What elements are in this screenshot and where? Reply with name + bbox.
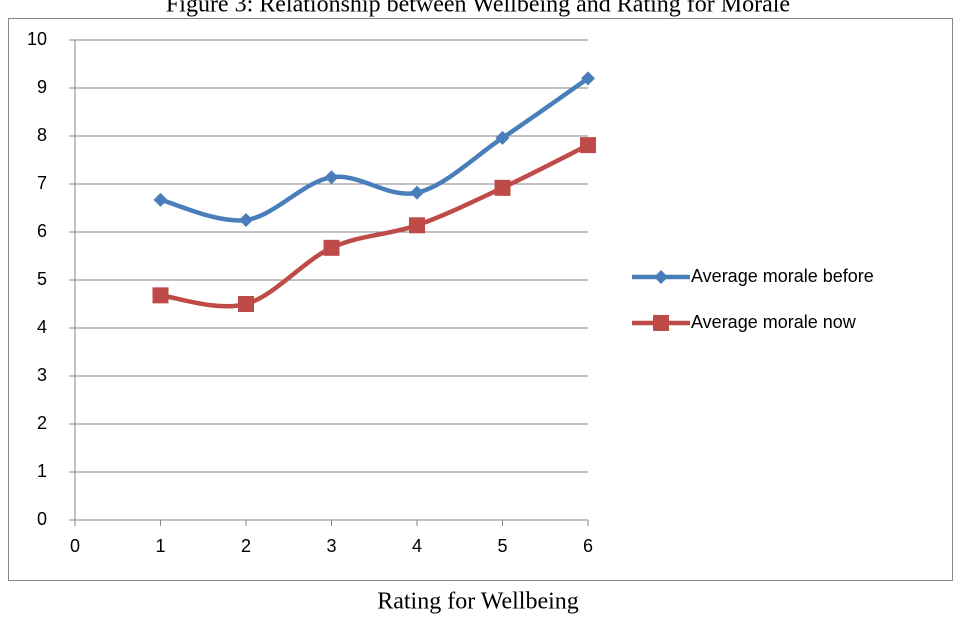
data-point [494, 179, 511, 196]
chart-frame [8, 18, 953, 581]
legend-marker [654, 270, 668, 284]
x-tick-label: 4 [412, 536, 422, 556]
y-tick-label: 3 [37, 365, 47, 385]
y-tick-label: 6 [37, 221, 47, 241]
series-line [160, 143, 590, 309]
legend-label: Average morale now [691, 312, 857, 332]
series-line [159, 76, 590, 223]
y-tick-label: 1 [37, 461, 47, 481]
data-point [152, 287, 169, 304]
x-tick-label: 3 [326, 536, 336, 556]
y-tick-label: 8 [37, 125, 47, 145]
y-tick-label: 0 [37, 509, 47, 529]
data-point [409, 217, 425, 234]
y-tick-label: 7 [37, 173, 47, 193]
data-point [580, 137, 596, 154]
legend-label: Average morale before [691, 266, 874, 286]
data-point [324, 170, 339, 185]
y-tick-label: 9 [37, 77, 47, 97]
data-point [238, 296, 254, 312]
x-tick-label: 1 [155, 536, 165, 556]
x-tick-label: 0 [70, 536, 80, 556]
data-point [410, 185, 424, 200]
x-tick-label: 6 [583, 536, 593, 556]
data-point [495, 130, 510, 145]
y-tick-label: 2 [37, 413, 47, 433]
data-point [581, 71, 595, 86]
data-point [153, 192, 168, 207]
chart-title: Figure 3: Relationship between Wellbeing… [166, 0, 790, 18]
y-tick-label: 4 [37, 317, 47, 337]
x-axis-label: Rating for Wellbeing [377, 589, 579, 615]
data-point [239, 213, 253, 227]
y-tick-label: 10 [27, 29, 47, 49]
legend-marker [653, 315, 669, 331]
data-point [323, 239, 340, 256]
x-tick-label: 5 [497, 536, 507, 556]
y-tick-label: 5 [37, 269, 47, 289]
x-tick-label: 2 [241, 536, 251, 556]
